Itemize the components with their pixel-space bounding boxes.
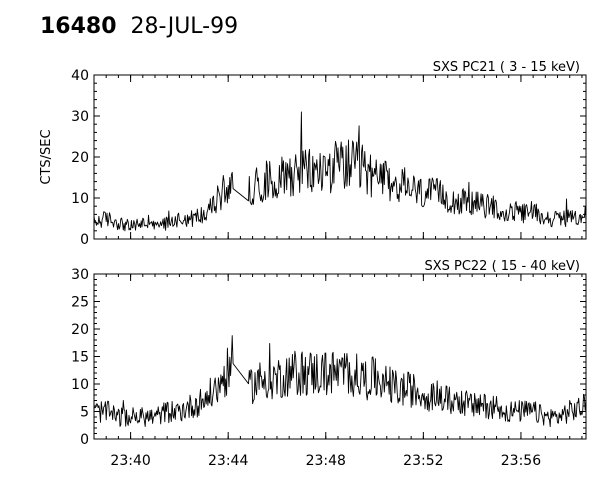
- panel-pc22: 0 5 10 15 20 25 30 23:40 23:44 23:48 23:52 23:56 SXS…: [71, 259, 587, 469]
- lightcurve-series: [93, 335, 587, 428]
- y-tick-label: 25: [71, 295, 89, 311]
- x-tick-label: 23:52: [403, 453, 443, 469]
- x-tick-label: 23:48: [306, 453, 346, 469]
- y-tick-label: 20: [71, 322, 89, 338]
- observation-date: 28-JUL-99: [130, 14, 239, 39]
- panel-title: SXS PC21 ( 3 - 15 keV): [433, 60, 580, 75]
- y-tick-label: 15: [71, 350, 89, 366]
- y-tick-label: 40: [71, 68, 89, 84]
- y-tick-label: 30: [71, 109, 89, 125]
- y-tick-label: 30: [71, 267, 89, 283]
- y-tick-label: 20: [71, 150, 89, 166]
- y-axis-label: CTS/SEC: [39, 129, 54, 184]
- panel-title: SXS PC22 ( 15 - 40 keV): [424, 259, 580, 274]
- lightcurve-series: [93, 111, 587, 232]
- panel-pc21: 0 10 20 30 40 SXS PC21 ( 3 - 15 keV) CTS/SEC: [39, 60, 587, 248]
- x-tick-label: 23:44: [208, 453, 248, 469]
- y-tick-label: 0: [80, 432, 89, 448]
- observation-id: 16480: [40, 14, 117, 39]
- y-tick-label: 10: [71, 377, 89, 393]
- y-tick-label: 0: [80, 232, 89, 248]
- x-tick-label: 23:40: [110, 453, 150, 469]
- plot-header: 16480 28-JUL-99: [40, 14, 238, 39]
- x-tick-label: 23:56: [501, 453, 541, 469]
- y-tick-label: 10: [71, 191, 89, 207]
- y-tick-label: 5: [80, 405, 89, 421]
